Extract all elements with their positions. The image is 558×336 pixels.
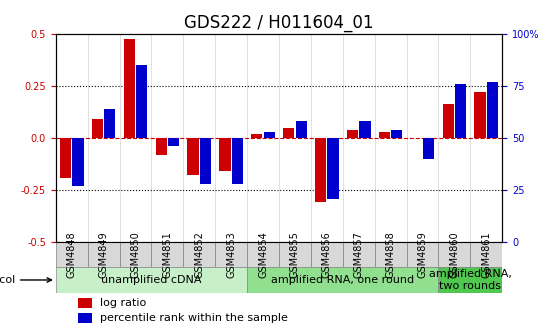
Bar — [232, 138, 243, 184]
Bar — [124, 39, 135, 138]
Bar — [187, 138, 199, 174]
Bar — [219, 138, 230, 171]
Bar — [251, 134, 262, 138]
FancyBboxPatch shape — [247, 267, 439, 293]
FancyBboxPatch shape — [119, 242, 151, 267]
FancyBboxPatch shape — [439, 267, 502, 293]
Bar — [168, 138, 179, 146]
Bar — [296, 121, 307, 138]
Bar — [283, 128, 294, 138]
Bar — [60, 138, 71, 178]
Bar — [315, 138, 326, 202]
Bar — [474, 92, 485, 138]
Text: log ratio: log ratio — [100, 298, 147, 307]
Bar — [442, 103, 454, 138]
Text: amplified RNA,
two rounds: amplified RNA, two rounds — [429, 269, 512, 291]
Bar — [328, 138, 339, 199]
FancyBboxPatch shape — [439, 242, 470, 267]
FancyBboxPatch shape — [470, 242, 502, 267]
Text: GSM4855: GSM4855 — [290, 232, 300, 278]
Bar — [92, 119, 103, 138]
Text: GSM4859: GSM4859 — [417, 232, 427, 278]
FancyBboxPatch shape — [184, 242, 215, 267]
Title: GDS222 / H011604_01: GDS222 / H011604_01 — [184, 14, 374, 32]
Text: amplified RNA, one round: amplified RNA, one round — [271, 275, 415, 285]
FancyBboxPatch shape — [88, 242, 119, 267]
Text: GSM4848: GSM4848 — [67, 232, 77, 278]
Text: GSM4861: GSM4861 — [481, 232, 491, 278]
FancyBboxPatch shape — [279, 242, 311, 267]
FancyBboxPatch shape — [311, 242, 343, 267]
Bar — [379, 132, 390, 138]
Text: GSM4853: GSM4853 — [226, 232, 236, 278]
Bar — [78, 312, 92, 323]
Bar — [78, 297, 92, 307]
Text: GSM4860: GSM4860 — [449, 232, 459, 278]
Bar — [423, 138, 434, 159]
Text: unamplified cDNA: unamplified cDNA — [101, 275, 201, 285]
FancyBboxPatch shape — [407, 242, 439, 267]
FancyBboxPatch shape — [215, 242, 247, 267]
Bar — [347, 130, 358, 138]
FancyBboxPatch shape — [151, 242, 184, 267]
Text: GSM4850: GSM4850 — [131, 232, 141, 278]
FancyBboxPatch shape — [343, 242, 374, 267]
Text: GSM4854: GSM4854 — [258, 232, 268, 278]
Bar — [359, 121, 371, 138]
Text: GSM4856: GSM4856 — [322, 232, 332, 278]
Bar — [73, 138, 84, 186]
Bar — [156, 138, 167, 155]
Text: GSM4858: GSM4858 — [386, 232, 396, 278]
FancyBboxPatch shape — [247, 242, 279, 267]
Text: GSM4851: GSM4851 — [162, 232, 172, 278]
Bar — [200, 138, 211, 184]
Text: GSM4852: GSM4852 — [194, 232, 204, 278]
Bar — [104, 109, 116, 138]
Text: GSM4857: GSM4857 — [354, 232, 364, 278]
Text: protocol: protocol — [0, 275, 51, 285]
Bar — [487, 82, 498, 138]
Text: GSM4849: GSM4849 — [99, 232, 109, 278]
Bar — [455, 84, 466, 138]
Text: percentile rank within the sample: percentile rank within the sample — [100, 312, 288, 323]
Bar — [136, 65, 147, 138]
Bar — [264, 132, 275, 138]
FancyBboxPatch shape — [56, 267, 247, 293]
Bar — [391, 130, 402, 138]
FancyBboxPatch shape — [56, 242, 88, 267]
FancyBboxPatch shape — [374, 242, 407, 267]
